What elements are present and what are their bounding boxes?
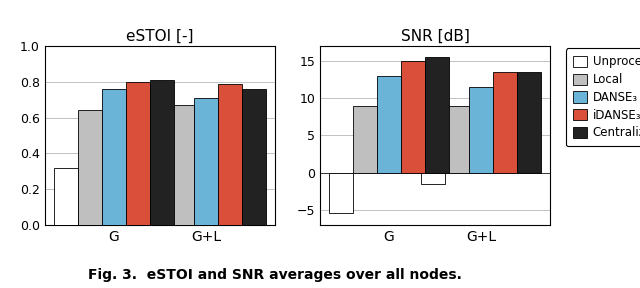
- Title: SNR [dB]: SNR [dB]: [401, 29, 470, 43]
- Bar: [146, 159, 170, 225]
- Bar: [78, 110, 102, 225]
- Bar: [102, 89, 126, 225]
- Bar: [517, 72, 541, 173]
- Bar: [353, 106, 377, 173]
- Bar: [493, 72, 517, 173]
- Bar: [329, 173, 353, 213]
- Bar: [170, 105, 194, 225]
- Bar: [218, 84, 242, 225]
- Title: eSTOI [-]: eSTOI [-]: [126, 29, 194, 43]
- Bar: [377, 76, 401, 173]
- Bar: [150, 80, 174, 225]
- Legend: Unprocessed, Local, DANSE₃, iDANSE₃, Centralized: Unprocessed, Local, DANSE₃, iDANSE₃, Cen…: [566, 48, 640, 147]
- Bar: [126, 82, 150, 225]
- Bar: [469, 87, 493, 173]
- Bar: [194, 98, 218, 225]
- Bar: [54, 168, 78, 225]
- Bar: [445, 106, 469, 173]
- Bar: [425, 57, 449, 173]
- Text: Fig. 3.  eSTOI and SNR averages over all nodes.: Fig. 3. eSTOI and SNR averages over all …: [88, 268, 462, 282]
- Bar: [401, 61, 425, 173]
- Bar: [421, 173, 445, 184]
- Bar: [242, 89, 266, 225]
